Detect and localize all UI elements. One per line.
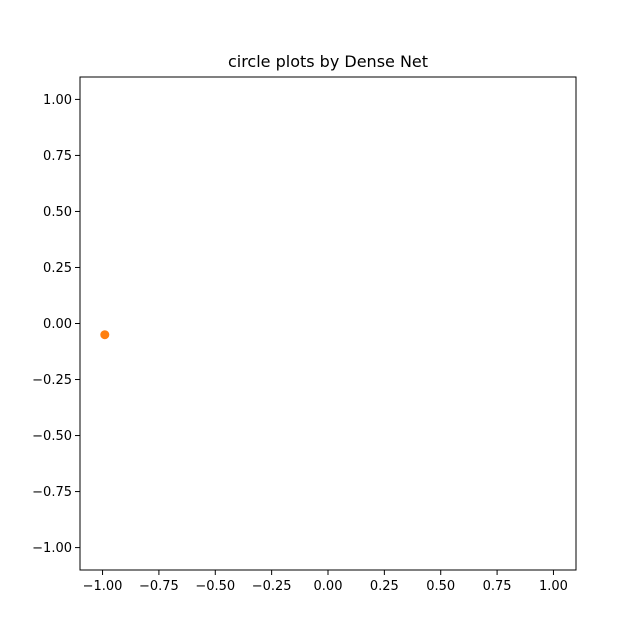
chart-title: circle plots by Dense Net [228, 52, 428, 71]
plot-area [100, 330, 110, 340]
x-tick-label: 0.00 [314, 579, 343, 594]
y-tick-label: 0.50 [43, 205, 72, 220]
y-tick-label: −0.25 [32, 373, 72, 388]
x-tick-label: −0.50 [195, 579, 235, 594]
y-tick-label: 1.00 [43, 93, 72, 108]
x-tick-label: 0.50 [426, 579, 455, 594]
x-tick-label: 0.75 [483, 579, 512, 594]
x-axis: −1.00 −0.75 −0.50 −0.25 0.00 0.25 0.50 0.75 1.00 [83, 570, 568, 594]
y-tick-label: −0.50 [32, 429, 72, 444]
y-tick-label: 0.25 [43, 261, 72, 276]
x-tick-label: −0.75 [139, 579, 179, 594]
x-tick-label: 0.25 [370, 579, 399, 594]
x-tick-label: 1.00 [539, 579, 568, 594]
y-tick-label: 0.75 [43, 149, 72, 164]
y-tick-label: −1.00 [32, 541, 72, 556]
scatter-point [100, 330, 110, 340]
x-tick-label: −0.25 [252, 579, 292, 594]
y-tick-label: 0.00 [43, 317, 72, 332]
plot-frame [79, 76, 577, 571]
y-axis: −1.00 −0.75 −0.50 −0.25 0.00 0.25 0.50 0.75 1.00 [32, 93, 80, 556]
y-tick-label: −0.75 [32, 485, 72, 500]
x-tick-label: −1.00 [83, 579, 123, 594]
